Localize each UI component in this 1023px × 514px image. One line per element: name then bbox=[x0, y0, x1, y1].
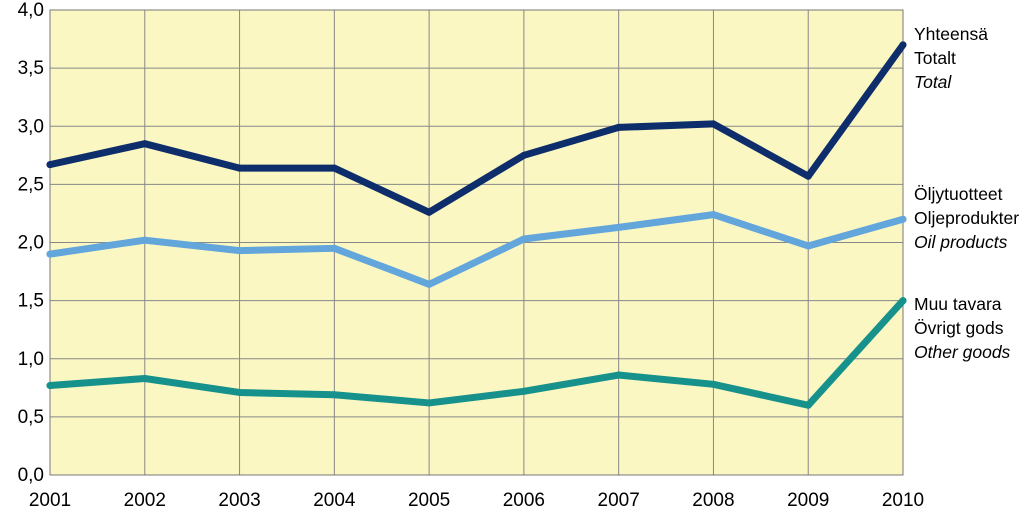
x-tick-label: 2001 bbox=[29, 490, 71, 511]
data-point-total bbox=[520, 151, 528, 159]
y-tick-label: 1,0 bbox=[18, 349, 44, 370]
y-tick-label: 0,0 bbox=[18, 465, 44, 486]
data-point-other bbox=[425, 399, 433, 407]
legend-label-total: Yhteensä bbox=[914, 24, 988, 44]
data-point-other bbox=[709, 380, 717, 388]
data-point-other bbox=[804, 401, 812, 409]
y-tick-label: 4,0 bbox=[18, 0, 44, 21]
data-point-oil bbox=[520, 235, 528, 243]
legend-label-other: Övrigt gods bbox=[914, 318, 1004, 338]
data-point-oil bbox=[141, 236, 149, 244]
y-tick-label: 0,5 bbox=[18, 407, 44, 428]
legend-label-other: Muu tavara bbox=[914, 294, 1002, 314]
data-point-other bbox=[899, 297, 907, 305]
x-tick-label: 2002 bbox=[124, 490, 166, 511]
data-point-oil bbox=[709, 211, 717, 219]
legend-label-oil: Oil products bbox=[914, 232, 1008, 252]
data-point-other bbox=[615, 371, 623, 379]
data-point-oil bbox=[615, 223, 623, 231]
data-point-total bbox=[330, 164, 338, 172]
x-tick-label: 2006 bbox=[503, 490, 545, 511]
data-point-oil bbox=[804, 242, 812, 250]
y-tick-label: 1,5 bbox=[18, 291, 44, 312]
data-point-other bbox=[141, 375, 149, 383]
data-point-oil bbox=[330, 244, 338, 252]
series-line-other bbox=[46, 297, 907, 409]
data-point-total bbox=[236, 164, 244, 172]
data-point-oil bbox=[899, 215, 907, 223]
data-point-total bbox=[615, 123, 623, 131]
data-point-total bbox=[804, 172, 812, 180]
legend-label-oil: Oljeprodukter bbox=[914, 208, 1019, 228]
series-line-oil bbox=[46, 211, 907, 288]
data-point-total bbox=[46, 161, 54, 169]
x-tick-label: 2004 bbox=[313, 490, 356, 511]
y-axis-tick-labels: 0,0 0,5 1,0 1,5 2,0 2,5 3,0 3,5 4,0 bbox=[18, 0, 44, 486]
data-point-oil bbox=[425, 280, 433, 288]
legend-label-total: Totalt bbox=[914, 48, 956, 68]
y-tick-label: 2,5 bbox=[18, 174, 44, 195]
data-point-total bbox=[899, 41, 907, 49]
x-tick-label: 2008 bbox=[692, 490, 734, 511]
x-tick-label: 2005 bbox=[408, 490, 450, 511]
legend-label-oil: Öljytuotteet bbox=[914, 184, 1003, 204]
data-point-other bbox=[236, 388, 244, 396]
legend-label-total: Total bbox=[914, 72, 952, 92]
x-tick-label: 2010 bbox=[882, 490, 924, 511]
x-axis-tick-labels: 2001 2002 2003 2004 2005 2006 2007 2008 2009 2010 bbox=[29, 490, 924, 511]
legend-label-other: Other goods bbox=[914, 342, 1011, 362]
data-point-total bbox=[425, 208, 433, 216]
data-point-oil bbox=[236, 247, 244, 255]
data-point-other bbox=[520, 387, 528, 395]
data-point-other bbox=[330, 391, 338, 399]
data-point-other bbox=[46, 381, 54, 389]
data-point-oil bbox=[46, 250, 54, 258]
y-tick-label: 2,0 bbox=[18, 233, 44, 254]
x-tick-label: 2007 bbox=[598, 490, 640, 511]
series-layer bbox=[46, 41, 907, 409]
x-tick-label: 2003 bbox=[218, 490, 260, 511]
legend: Yhteensä Totalt Total Öljytuotteet Oljeprodu… bbox=[914, 24, 1019, 362]
y-tick-label: 3,5 bbox=[18, 58, 44, 79]
data-point-total bbox=[709, 120, 717, 128]
data-point-total bbox=[141, 140, 149, 148]
y-tick-label: 3,0 bbox=[18, 116, 44, 137]
series-line-total bbox=[46, 41, 907, 216]
x-tick-label: 2009 bbox=[787, 490, 829, 511]
plot-border bbox=[49, 9, 904, 476]
